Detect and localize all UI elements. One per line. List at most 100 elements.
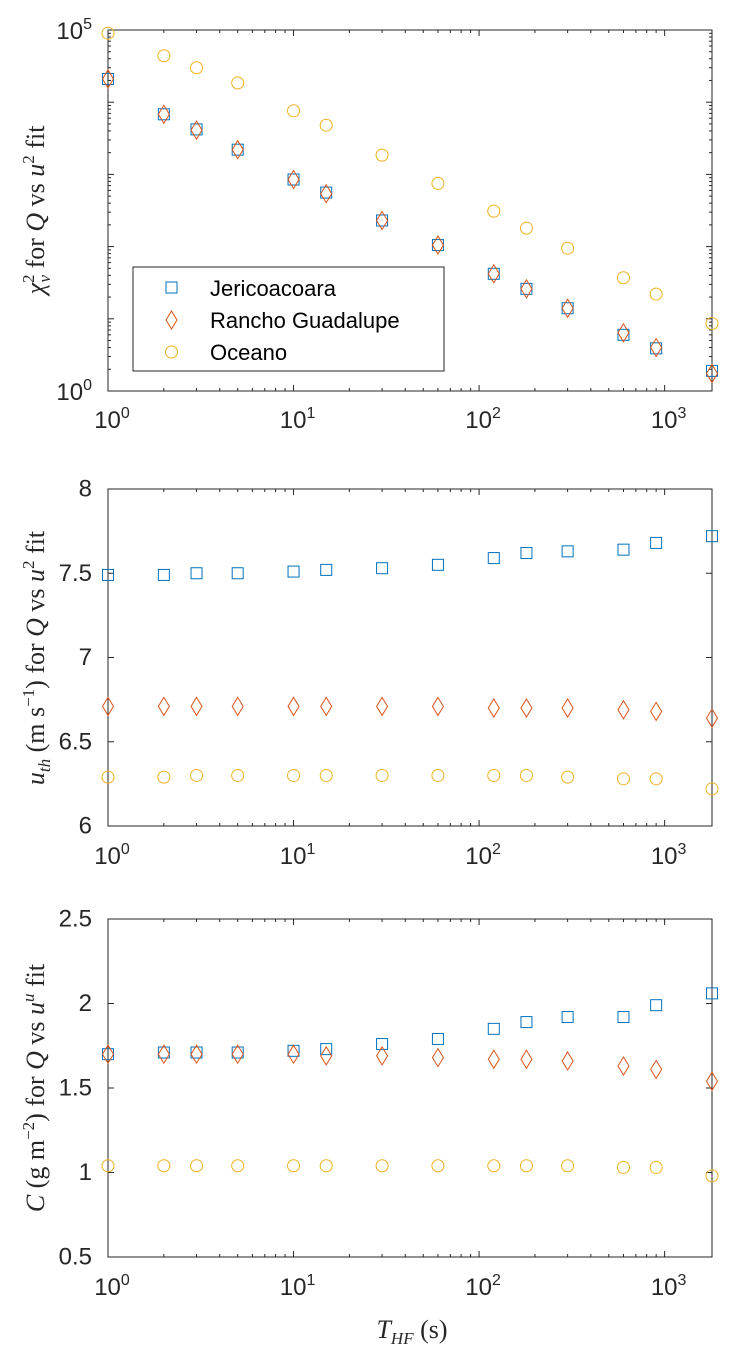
panel2-ytick-label: 7.5 [59, 560, 92, 587]
data-point-jericoacoara [487, 552, 500, 565]
data-point-oceano [431, 1159, 445, 1173]
data-point-oceano [487, 768, 501, 782]
data-point-jericoacoara [102, 568, 114, 581]
data-point-rancho-guadalupe [375, 1045, 389, 1066]
data-point-jericoacoara [617, 543, 630, 556]
data-point-jericoacoara [231, 567, 244, 580]
data-point-jericoacoara [376, 562, 389, 575]
data-point-jericoacoara [706, 530, 718, 543]
panel3-xtick-label: 103 [651, 1272, 687, 1301]
data-point-jericoacoara [320, 563, 333, 576]
panel2-ylabel: uth (m s−1) for Q vs u2 fit [19, 530, 54, 785]
data-point-rancho-guadalupe [487, 1049, 500, 1070]
data-point-rancho-guadalupe [431, 1047, 445, 1068]
panel2-frame [107, 488, 713, 827]
panel2-markers [101, 530, 719, 796]
data-point-oceano [487, 1159, 501, 1173]
data-point-rancho-guadalupe [101, 1044, 115, 1065]
panel-chi-squared: 100 105 100 101 102 103 χ2ν for Q vs u2 … [19, 16, 719, 434]
data-point-rancho-guadalupe [190, 120, 203, 141]
data-point-jericoacoara [561, 1011, 574, 1024]
data-point-oceano [190, 61, 204, 75]
data-point-rancho-guadalupe [287, 1044, 300, 1065]
data-point-oceano [519, 221, 533, 235]
data-point-jericoacoara [431, 558, 444, 571]
legend-square-marker [165, 281, 178, 294]
data-point-rancho-guadalupe [431, 235, 445, 256]
data-point-rancho-guadalupe [561, 1051, 574, 1071]
data-point-rancho-guadalupe [705, 363, 719, 384]
x-axis-label: THF (s) [376, 1315, 447, 1348]
panel2-xtick-label: 100 [94, 841, 130, 870]
panel2-xtick-label: 103 [651, 841, 687, 870]
data-point-oceano [287, 104, 301, 118]
data-point-rancho-guadalupe [231, 139, 244, 160]
data-point-rancho-guadalupe [287, 696, 300, 717]
panel2-ytick-label: 6.5 [59, 728, 92, 755]
panel-threshold-velocity: 6 6.5 7 7.5 8 100 101 102 103 uth (m s−1… [19, 476, 719, 870]
panel1-xtick-label: 100 [94, 405, 130, 434]
data-point-oceano [561, 770, 575, 784]
data-point-rancho-guadalupe [520, 698, 533, 719]
data-point-jericoacoara [320, 186, 333, 199]
data-point-jericoacoara [231, 1046, 244, 1059]
data-point-rancho-guadalupe [190, 696, 203, 717]
data-point-rancho-guadalupe [320, 696, 333, 717]
data-point-oceano [319, 118, 333, 132]
data-point-oceano [561, 1159, 575, 1173]
panel1-ytick-label: 105 [56, 16, 92, 45]
data-point-rancho-guadalupe [650, 701, 663, 722]
panel1-xtick-label: 103 [651, 405, 687, 434]
data-point-rancho-guadalupe [231, 1044, 244, 1065]
data-point-rancho-guadalupe [231, 696, 244, 717]
legend-label-oceano: Oceano [210, 340, 287, 365]
panel-coefficient: 0.5 1 1.5 2 2.5 100 101 102 103 C (g m−2… [19, 906, 719, 1348]
panel3-frame [107, 918, 713, 1258]
data-point-oceano [375, 768, 389, 782]
legend-diamond-marker [165, 310, 178, 330]
data-point-oceano [157, 1159, 171, 1173]
data-point-rancho-guadalupe [375, 696, 389, 717]
data-point-oceano [649, 287, 663, 301]
data-point-jericoacoara [190, 567, 203, 580]
data-point-jericoacoara [520, 1016, 533, 1029]
data-point-rancho-guadalupe [157, 104, 170, 125]
panel2-xtick-label: 102 [465, 841, 501, 870]
data-point-oceano [649, 772, 663, 786]
panel2-ytick-label: 6 [79, 813, 92, 840]
data-point-jericoacoara [287, 565, 300, 578]
panel1-xtick-labels: 100 101 102 103 [94, 405, 686, 434]
data-point-jericoacoara [376, 1038, 389, 1051]
data-point-jericoacoara [320, 1043, 333, 1056]
data-point-rancho-guadalupe [617, 1056, 630, 1076]
data-point-oceano [231, 76, 245, 90]
legend-label-rancho-guadalupe: Rancho Guadalupe [210, 308, 400, 333]
panel2-ticks [107, 488, 712, 827]
panel3-ytick-label: 2.5 [59, 906, 92, 933]
data-point-oceano [157, 770, 171, 784]
panel3-xtick-label: 101 [280, 1272, 316, 1301]
data-point-rancho-guadalupe [320, 183, 333, 204]
data-point-rancho-guadalupe [190, 1044, 203, 1065]
data-point-oceano [519, 1159, 533, 1173]
data-point-jericoacoara [520, 547, 533, 560]
data-point-jericoacoara [617, 328, 630, 341]
data-point-rancho-guadalupe [650, 1059, 663, 1080]
legend-label-jericoacoara: Jericoacoara [210, 276, 337, 301]
data-point-rancho-guadalupe [617, 322, 630, 343]
data-point-rancho-guadalupe [705, 708, 719, 729]
data-point-oceano [487, 204, 501, 218]
data-point-oceano [705, 1169, 719, 1183]
data-point-oceano [287, 1159, 301, 1173]
panel2-xtick-label: 101 [280, 841, 316, 870]
data-point-jericoacoara [431, 1032, 444, 1045]
panel3-ticks [107, 918, 712, 1258]
panel1-ticks [107, 29, 712, 392]
data-point-oceano [231, 768, 245, 782]
data-point-jericoacoara [617, 1011, 630, 1024]
data-point-oceano [375, 148, 389, 162]
data-point-oceano [616, 271, 630, 285]
data-point-rancho-guadalupe [650, 337, 663, 358]
data-point-rancho-guadalupe [561, 298, 574, 319]
